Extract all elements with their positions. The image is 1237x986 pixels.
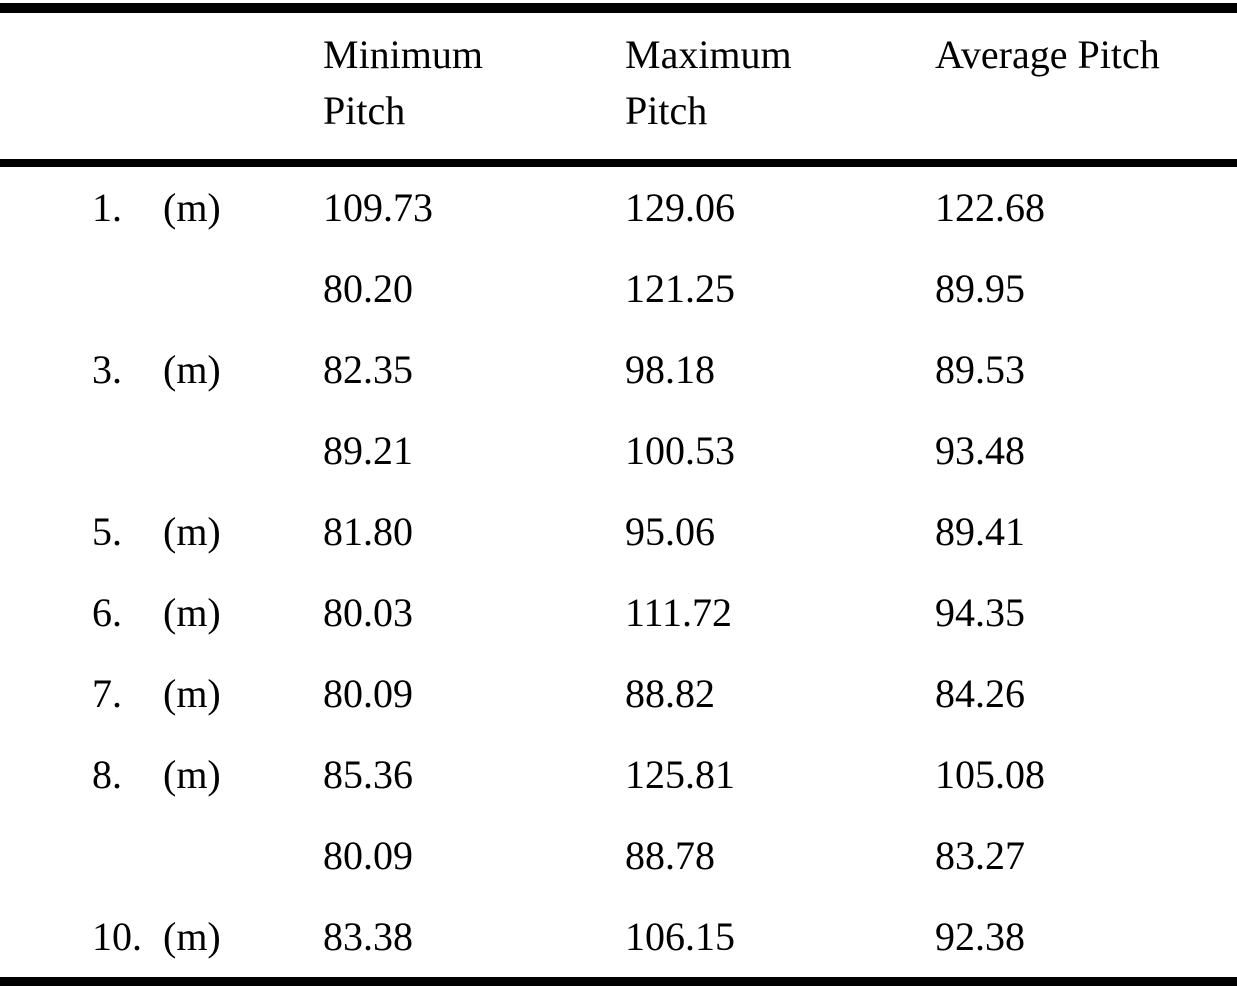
table-row: 89.21 100.53 93.48 [0, 410, 1237, 491]
table-body: 1. (m) 109.73 129.06 122.68 80.20 121.25… [0, 163, 1237, 982]
table-row: 10. (m) 83.38 106.15 92.38 [0, 896, 1237, 982]
row-unit [163, 248, 323, 329]
row-unit: (m) [163, 751, 221, 797]
table-row: 80.20 121.25 89.95 [0, 248, 1237, 329]
avg-pitch-value: 92.38 [935, 913, 1025, 959]
row-number: 6. [92, 589, 122, 635]
max-pitch-value: 88.82 [625, 670, 715, 716]
header-empty-num [0, 8, 163, 163]
max-pitch-value: 100.53 [625, 427, 735, 473]
row-number [0, 815, 163, 896]
table-header-row: Minimum Pitch Maximum Pitch Average Pitc… [0, 8, 1237, 163]
header-empty-unit [163, 8, 323, 163]
min-pitch-value: 85.36 [323, 751, 413, 797]
row-number [0, 248, 163, 329]
max-pitch-value: 129.06 [625, 184, 735, 230]
row-number: 10. [92, 913, 142, 959]
min-pitch-value: 83.38 [323, 913, 413, 959]
min-pitch-value: 82.35 [323, 346, 413, 392]
min-pitch-value: 80.09 [323, 670, 413, 716]
row-number: 1. [92, 184, 122, 230]
row-unit: (m) [163, 670, 221, 716]
min-pitch-value: 81.80 [323, 508, 413, 554]
avg-pitch-value: 94.35 [935, 589, 1025, 635]
row-unit: (m) [163, 589, 221, 635]
min-pitch-value: 80.03 [323, 589, 413, 635]
avg-pitch-value: 105.08 [935, 751, 1045, 797]
pitch-statistics-table: Minimum Pitch Maximum Pitch Average Pitc… [0, 3, 1237, 986]
row-unit [163, 815, 323, 896]
header-maximum-pitch: Maximum Pitch [625, 8, 935, 163]
avg-pitch-value: 84.26 [935, 670, 1025, 716]
row-number: 8. [92, 751, 122, 797]
min-pitch-value: 109.73 [323, 184, 433, 230]
avg-pitch-value: 89.95 [935, 265, 1025, 311]
row-unit: (m) [163, 346, 221, 392]
avg-pitch-value: 89.53 [935, 346, 1025, 392]
row-unit: (m) [163, 184, 221, 230]
max-pitch-value: 95.06 [625, 508, 715, 554]
table-row: 7. (m) 80.09 88.82 84.26 [0, 653, 1237, 734]
table-row: 1. (m) 109.73 129.06 122.68 [0, 163, 1237, 248]
avg-pitch-value: 93.48 [935, 427, 1025, 473]
row-number: 5. [92, 508, 122, 554]
table-row: 5. (m) 81.80 95.06 89.41 [0, 491, 1237, 572]
header-minimum-pitch-label: Minimum Pitch [323, 32, 484, 133]
min-pitch-value: 80.20 [323, 265, 413, 311]
min-pitch-value: 80.09 [323, 832, 413, 878]
header-maximum-pitch-label: Maximum Pitch [625, 32, 792, 133]
avg-pitch-value: 83.27 [935, 832, 1025, 878]
table-row: 8. (m) 85.36 125.81 105.08 [0, 734, 1237, 815]
table-row: 3. (m) 82.35 98.18 89.53 [0, 329, 1237, 410]
max-pitch-value: 88.78 [625, 832, 715, 878]
header-average-pitch: Average Pitch [935, 8, 1237, 163]
row-unit: (m) [163, 913, 221, 959]
max-pitch-value: 106.15 [625, 913, 735, 959]
row-number: 3. [92, 346, 122, 392]
header-minimum-pitch: Minimum Pitch [323, 8, 625, 163]
max-pitch-value: 125.81 [625, 751, 735, 797]
avg-pitch-value: 89.41 [935, 508, 1025, 554]
row-number: 7. [92, 670, 122, 716]
row-unit [163, 410, 323, 491]
max-pitch-value: 111.72 [625, 589, 733, 635]
max-pitch-value: 121.25 [625, 265, 735, 311]
header-average-pitch-label: Average Pitch [935, 32, 1160, 77]
min-pitch-value: 89.21 [323, 427, 413, 473]
row-number [0, 410, 163, 491]
row-unit: (m) [163, 508, 221, 554]
avg-pitch-value: 122.68 [935, 184, 1045, 230]
table-row: 80.09 88.78 83.27 [0, 815, 1237, 896]
table-row: 6. (m) 80.03 111.72 94.35 [0, 572, 1237, 653]
max-pitch-value: 98.18 [625, 346, 715, 392]
